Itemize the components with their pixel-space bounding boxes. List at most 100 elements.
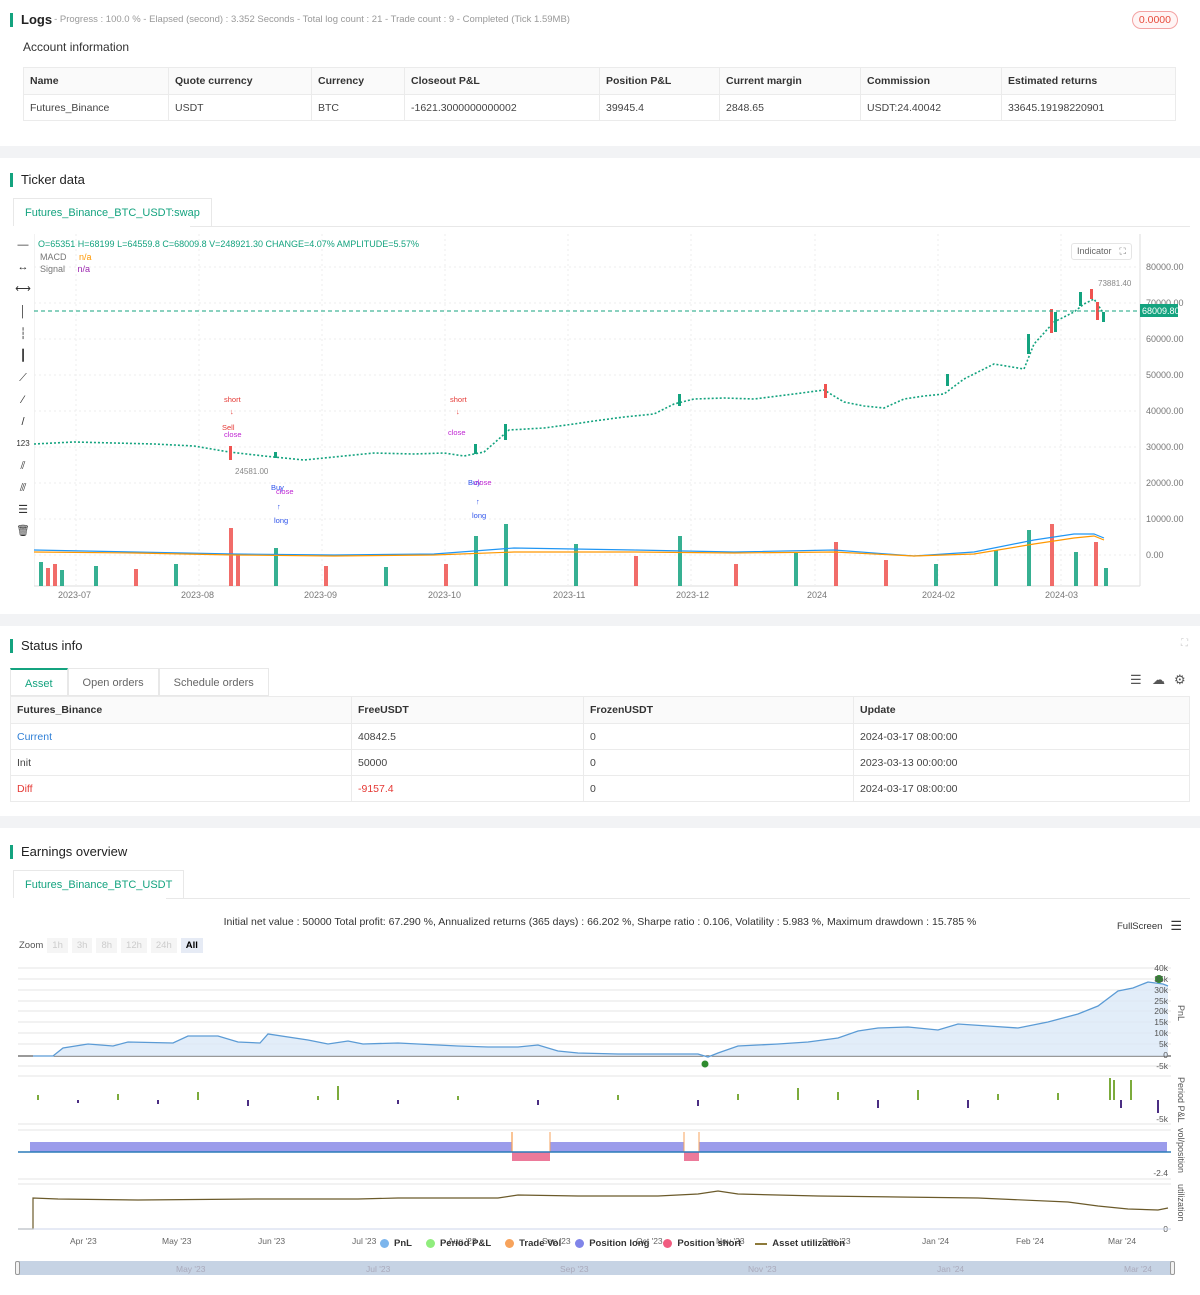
earnings-legend: PnL Period P&L Trade Vol Position long P…: [380, 1238, 859, 1249]
range-navigator[interactable]: [18, 1261, 1171, 1275]
zoom-3h[interactable]: 3h: [71, 938, 93, 953]
legend-pnl[interactable]: PnL: [380, 1238, 412, 1249]
menu-icon[interactable]: ☰: [1170, 918, 1183, 933]
y-tick: 0.00: [1146, 550, 1164, 560]
fib-lines-icon[interactable]: ☰: [18, 504, 28, 516]
col-closeout: Closeout P&L: [404, 67, 600, 95]
navigator-right-handle[interactable]: [1170, 1261, 1175, 1275]
tab-btc-usdt[interactable]: Futures_Binance_BTC_USDT: [13, 870, 185, 898]
zoom-12h[interactable]: 12h: [121, 938, 147, 953]
status-title: Status info: [21, 638, 83, 653]
x-tick: Dec '23: [822, 1236, 851, 1246]
col-frozen: FrozenUSDT: [583, 696, 854, 724]
col-position: Position P&L: [599, 67, 720, 95]
marker-short: short: [224, 395, 242, 404]
horizontal-ray-icon[interactable]: ↔: [17, 261, 29, 273]
vol-axis-label: vol/position: [1176, 1128, 1186, 1174]
navigator-left-handle[interactable]: [15, 1261, 20, 1275]
table-row: Diff -9157.4 0 2024-03-17 08:00:00: [10, 775, 1190, 802]
tab-open-orders[interactable]: Open orders: [67, 668, 159, 696]
vertical-segment-icon[interactable]: ┃: [19, 350, 27, 362]
parallel-channel-icon[interactable]: ⫽: [20, 460, 26, 472]
fullscreen-icon[interactable]: ⛶: [1181, 638, 1188, 649]
legend-dot-icon: [425, 1239, 435, 1248]
section-accent: [10, 172, 13, 187]
fullscreen-control[interactable]: FullScreen ☰: [1117, 918, 1182, 934]
pnl-tick: 0: [1163, 1050, 1168, 1060]
vertical-line-icon[interactable]: │: [19, 306, 27, 318]
ticker-title: Ticker data: [21, 172, 85, 187]
earnings-panel: Earnings overview Futures_Binance_BTC_US…: [0, 828, 1200, 1295]
list-icon[interactable]: ☰: [1130, 672, 1142, 687]
table-header-row: Name Quote currency Currency Closeout P&…: [23, 67, 1176, 95]
marker-close: close: [448, 428, 466, 437]
marker-close: close: [474, 478, 492, 487]
tab-schedule-orders[interactable]: Schedule orders: [158, 668, 269, 696]
fibonacci-icon[interactable]: ⫻: [19, 482, 27, 494]
legend-position-long[interactable]: Position long: [575, 1238, 649, 1249]
vol-tick: -2.4: [1153, 1168, 1168, 1178]
macd-legend: MACD n/a: [40, 252, 92, 262]
cell: 2024-03-17 08:00:00: [853, 723, 1190, 750]
col-commission: Commission: [860, 67, 1002, 95]
earnings-chart[interactable]: 40k 35k 30k 25k 20k 15k 10k 5k 0 -5k -5k…: [18, 958, 1193, 1238]
trend-line-icon[interactable]: ⟋: [19, 372, 27, 384]
zoom-all[interactable]: All: [180, 938, 203, 953]
marker-short: short: [450, 395, 468, 404]
tab-btc-swap[interactable]: Futures_Binance_BTC_USDT:swap: [13, 198, 212, 226]
profit-badge: 0.0000: [1131, 11, 1178, 29]
section-accent: [10, 638, 13, 653]
indicator-button[interactable]: Indicator ⛶: [1071, 243, 1132, 260]
legend-period-pnl[interactable]: Period P&L: [425, 1238, 492, 1249]
tab-asset[interactable]: Asset: [10, 668, 68, 696]
col-free: FreeUSDT: [351, 696, 584, 724]
x-tick: Aug '23: [448, 1236, 477, 1246]
period-tick: -5k: [1156, 1114, 1169, 1124]
cloud-download-icon[interactable]: ☁: [1152, 672, 1165, 687]
zoom-1h[interactable]: 1h: [47, 938, 68, 953]
util-axis-label: utilization: [1176, 1184, 1186, 1222]
y-tick: 40000.00: [1146, 406, 1184, 416]
expand-icon[interactable]: ⛶: [1119, 246, 1126, 256]
marker-long: long: [472, 511, 486, 520]
price-line-icon[interactable]: 123: [16, 439, 30, 448]
nav-tick: Nov '23: [748, 1264, 777, 1274]
cell: BTC: [311, 94, 405, 121]
ohlc-readout: O=65351 H=68199 L=64559.8 C=68009.8 V=24…: [38, 239, 420, 249]
ray-line-icon[interactable]: ⁄: [22, 394, 24, 406]
col-update: Update: [853, 696, 1190, 724]
fullscreen-label[interactable]: FullScreen: [1117, 920, 1163, 932]
candlestick-chart[interactable]: 80000.00 70000.00 60000.00 50000.00 4000…: [34, 234, 1194, 604]
pnl-axis-label: PnL: [1176, 1005, 1186, 1022]
earnings-summary: Initial net value : 50000 Total profit: …: [223, 916, 977, 928]
indicator-label: Indicator: [1077, 246, 1112, 256]
legend-label: Position short: [677, 1238, 742, 1249]
legend-trade-vol[interactable]: Trade Vol: [505, 1238, 561, 1249]
zoom-8h[interactable]: 8h: [96, 938, 118, 953]
gear-icon[interactable]: ⚙: [1174, 672, 1186, 687]
x-tick: 2023-12: [676, 590, 710, 600]
legend-asset-utilization[interactable]: Asset utilization: [755, 1238, 845, 1249]
ticker-header: Ticker data: [10, 172, 85, 187]
zoom-24h[interactable]: 24h: [150, 938, 177, 953]
macd-label: MACD: [40, 252, 67, 262]
tab-divider: [166, 898, 1190, 899]
vertical-ray-icon[interactable]: ┆: [19, 328, 27, 340]
low-price-label: 24581.00: [235, 467, 269, 476]
table-row: Futures_Binance USDT BTC -1621.300000000…: [23, 94, 1176, 121]
legend-position-short[interactable]: Position short: [663, 1238, 741, 1249]
earnings-header: Earnings overview: [10, 844, 127, 859]
legend-label: Period P&L: [439, 1238, 492, 1249]
cell: 39945.4: [599, 94, 720, 121]
cell: 0: [583, 723, 854, 750]
trash-icon[interactable]: 🗑: [16, 525, 30, 537]
long-arrow-icon: ↑: [277, 502, 281, 511]
marker-buy: Buy: [271, 483, 284, 492]
signal-legend: Signal n/a: [40, 264, 90, 274]
x-tick: Nov '23: [716, 1236, 745, 1246]
pnl-tick: 15k: [1154, 1017, 1168, 1027]
horizontal-segment-icon[interactable]: ⟷: [15, 283, 31, 295]
segment-line-icon[interactable]: /: [21, 416, 25, 428]
horizontal-line-icon[interactable]: —: [17, 239, 29, 251]
x-tick: 2023-08: [181, 590, 215, 600]
